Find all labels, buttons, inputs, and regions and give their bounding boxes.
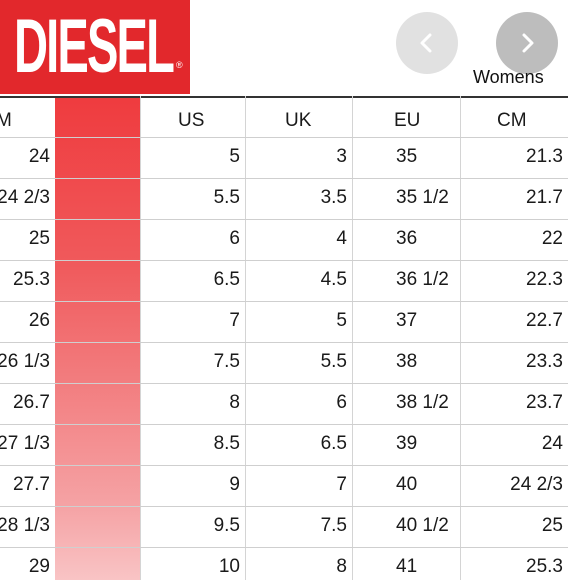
row-divider [0,383,568,384]
cell-eu: 38 [396,351,418,372]
row-divider [0,465,568,466]
cell-cm: 22.3 [526,269,563,290]
chevron-left-icon [420,33,432,53]
cell-eu: 41 [396,556,418,577]
cell-eu: 40 1/2 [396,515,449,536]
header-eu: EU [394,110,421,131]
row-divider [0,547,568,548]
row-divider [0,260,568,261]
column-divider [245,96,246,580]
row-divider [0,137,568,138]
cell-m: 26.7 [13,392,50,413]
cell-uk: 6.5 [320,433,347,454]
cell-cm: 22.7 [526,310,563,331]
cell-uk: 5 [336,310,347,331]
cell-m: 29 [28,556,50,577]
header-uk: UK [285,110,312,131]
cell-cm: 23.7 [526,392,563,413]
cell-uk: 8 [336,556,347,577]
header-m: M [0,110,12,131]
cell-cm: 21.7 [526,187,563,208]
section-label-womens: Womens [473,67,544,87]
header-us: US [178,110,205,131]
cell-us: 8.5 [213,433,240,454]
cell-uk: 7.5 [320,515,347,536]
cell-us: 8 [229,392,240,413]
registered-mark: ® [176,60,183,70]
cell-m: 27.7 [13,474,50,495]
cell-us: 10 [218,556,240,577]
cell-eu: 36 1/2 [396,269,449,290]
cell-cm: 25 [541,515,563,536]
column-divider [460,96,461,580]
column-divider [140,96,141,580]
highlight-column [55,96,140,580]
cell-eu: 35 1/2 [396,187,449,208]
cell-uk: 6 [336,392,347,413]
cell-uk: 3.5 [320,187,347,208]
cell-m: 26 1/3 [0,351,50,372]
table-top-rule [0,96,568,98]
cell-m: 24 [28,146,50,167]
cell-us: 7 [229,310,240,331]
cell-uk: 7 [336,474,347,495]
cell-m: 26 [28,310,50,331]
cell-cm: 25.3 [526,556,563,577]
cell-uk: 4 [336,228,347,249]
size-chart-table: M US UK EU CM 24 5 3 35 21.3 24 2/3 5.5 3.5 35 1/2 21.… [0,96,568,580]
next-button[interactable] [496,12,558,74]
cell-eu: 36 [396,228,418,249]
cell-eu: 37 [396,310,418,331]
cell-m: 28 1/3 [0,515,50,536]
cell-eu: 35 [396,146,418,167]
row-divider [0,178,568,179]
cell-us: 9.5 [213,515,240,536]
cell-eu: 40 [396,474,418,495]
cell-eu: 38 1/2 [396,392,449,413]
header-cm: CM [497,110,527,131]
chevron-right-icon [522,33,534,53]
cell-us: 9 [229,474,240,495]
cell-cm: 21.3 [526,146,563,167]
row-divider [0,301,568,302]
cell-m: 25 [28,228,50,249]
column-divider [352,96,353,580]
cell-eu: 39 [396,433,418,454]
row-divider [0,342,568,343]
cell-uk: 5.5 [320,351,347,372]
cell-cm: 23.3 [526,351,563,372]
row-divider [0,219,568,220]
row-divider [0,506,568,507]
logo-text: DIESEL [14,4,175,89]
cell-cm: 24 [541,433,563,454]
cell-us: 7.5 [213,351,240,372]
cell-us: 5.5 [213,187,240,208]
cell-cm: 24 2/3 [510,474,563,495]
cell-m: 24 2/3 [0,187,50,208]
cell-us: 6 [229,228,240,249]
diesel-logo: DIESEL ® [0,0,190,94]
previous-button[interactable] [396,12,458,74]
cell-us: 6.5 [213,269,240,290]
cell-m: 25.3 [13,269,50,290]
cell-uk: 4.5 [320,269,347,290]
cell-us: 5 [229,146,240,167]
cell-m: 27 1/3 [0,433,50,454]
cell-cm: 22 [541,228,563,249]
cell-uk: 3 [336,146,347,167]
row-divider [0,424,568,425]
